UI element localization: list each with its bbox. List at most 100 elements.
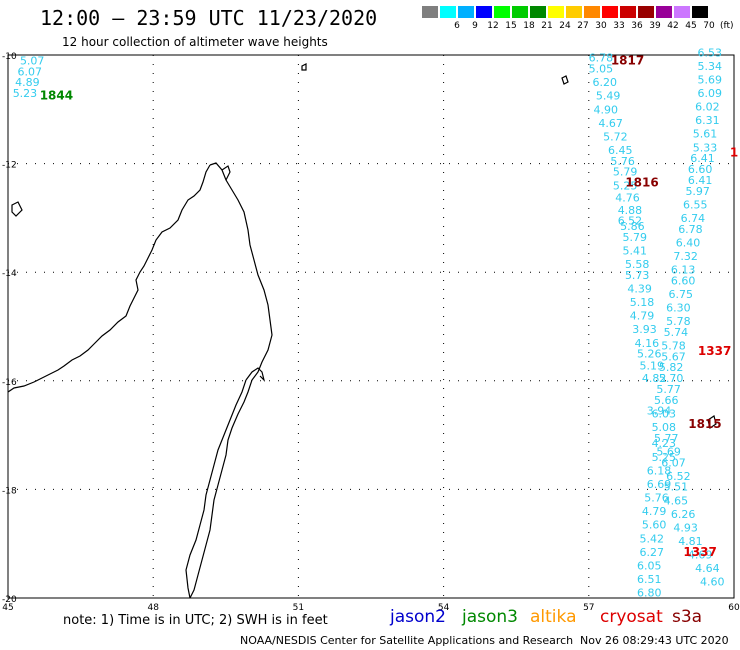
wave-height-value: 4.76 — [615, 191, 640, 204]
wave-height-value: 5.79 — [613, 166, 638, 179]
wave-height-value: 5.74 — [664, 326, 689, 339]
wave-height-value: 6.05 — [637, 559, 662, 572]
wave-height-value: 4.65 — [664, 494, 689, 507]
footer-credit: NOAA/NESDIS Center for Satellite Applica… — [240, 634, 574, 647]
wave-height-value: 5.76 — [610, 155, 635, 168]
wave-height-value: 3.94 — [647, 405, 672, 418]
colorbar-label: 36 — [631, 21, 643, 31]
wave-height-value: 5.70 — [659, 372, 684, 385]
wave-height-value: 6.30 — [666, 301, 691, 314]
colorbar-swatch — [548, 6, 564, 18]
satellite-legend-altika: altika — [530, 607, 577, 627]
wave-height-value: 6.02 — [695, 101, 720, 114]
coastline-west — [7, 164, 211, 393]
wave-height-value: 6.75 — [669, 288, 694, 301]
wave-height-value: 4.67 — [598, 117, 623, 130]
wave-height-value: 5.08 — [652, 421, 677, 434]
coastline-sw — [185, 379, 247, 599]
colorbar-label: 42 — [667, 21, 679, 31]
wave-height-value: 5.67 — [661, 350, 686, 363]
wave-height-value: 5.34 — [698, 60, 723, 73]
longitude-tick-label: 54 — [438, 603, 450, 613]
wave-height-value: 6.78 — [589, 52, 614, 65]
wave-height-value: 5.79 — [623, 231, 648, 244]
longitude-tick-label: 48 — [147, 603, 159, 613]
wave-height-value: 6.52 — [666, 470, 691, 483]
wave-height-value: 5.77 — [656, 383, 681, 396]
latitude-tick-label: -14 — [2, 269, 17, 279]
wave-height-value: 4.82 — [642, 372, 667, 385]
wave-height-value: 5.05 — [589, 63, 614, 76]
pass-time-label: 1815 — [688, 417, 721, 431]
pass-time-label: 1844 — [40, 89, 73, 103]
map-frame — [7, 54, 735, 599]
pass-time-label: 1817 — [611, 53, 644, 67]
satellite-pass-labels: 1844 1817 1816 1815 1337 1337 1 — [40, 53, 738, 558]
wave-height-value: 6.41 — [690, 152, 715, 165]
wave-height-value: 6.51 — [637, 573, 662, 586]
longitude-tick-label: 57 — [583, 603, 594, 613]
wave-height-value: 5.51 — [664, 481, 689, 494]
colorbar-swatch — [440, 6, 456, 18]
latitude-tick-label: -16 — [2, 378, 17, 388]
wave-height-value: 5.69 — [656, 445, 681, 458]
wave-height-value: 6.74 — [681, 212, 706, 225]
wave-height-value: 3.93 — [632, 323, 657, 336]
colorbar-label: 21 — [541, 21, 553, 31]
colorbar-label: 24 — [559, 21, 571, 31]
wave-height-value: 5.69 — [698, 73, 723, 86]
wave-height-value: 5.42 — [639, 532, 664, 545]
map-subtitle: 12 hour collection of altimeter wave hei… — [62, 35, 328, 49]
wave-height-value: 6.41 — [688, 174, 713, 187]
wave-height-value: 6.20 — [593, 76, 618, 89]
colorbar-label: 45 — [685, 21, 697, 31]
wave-height-value: 4.23 — [652, 437, 677, 450]
wave-height-value: 5.76 — [644, 492, 669, 505]
colorbar-swatch — [566, 6, 582, 18]
latitude-tick-label: -12 — [2, 161, 17, 171]
colorbar-swatch — [422, 6, 438, 18]
wave-height-value: 5.25 — [652, 451, 677, 464]
wave-height-value: 5.60 — [642, 519, 667, 532]
map-title: 12:00 – 23:59 UTC 11/23/2020 — [40, 6, 378, 30]
wave-height-value: 5.78 — [666, 315, 691, 328]
wave-height-value: 5.66 — [654, 394, 679, 407]
colorbar-label: 27 — [577, 21, 589, 31]
wave-height-value: 6.18 — [647, 464, 672, 477]
wave-height-value: 5.49 — [596, 90, 621, 103]
wave-height-value: 6.69 — [647, 478, 672, 491]
colorbar-swatch — [638, 6, 654, 18]
colorbar-swatch — [620, 6, 636, 18]
longitude-tick-label: 51 — [293, 603, 304, 613]
colorbar-swatch — [692, 6, 708, 18]
wave-height-value: 5.19 — [639, 360, 664, 373]
wave-height-value: 5.33 — [693, 141, 718, 154]
island-reunion — [707, 415, 717, 429]
longitude-tick-label: 60 — [728, 603, 740, 613]
wave-height-value: 4.88 — [618, 204, 643, 217]
wave-height-value: 5.86 — [620, 220, 645, 233]
wave-height-value: 4.90 — [593, 103, 618, 116]
colorbar-swatch — [512, 6, 528, 18]
wave-height-value: 6.45 — [608, 144, 633, 157]
wave-height-value: 4.69 — [688, 549, 713, 562]
wave-height-value: 4.60 — [700, 576, 725, 589]
madagascar-coastline — [7, 63, 717, 599]
satellite-legend-cryosat: cryosat — [600, 607, 663, 627]
wave-height-value: 6.07 — [661, 456, 686, 469]
footer-timestamp: Nov 26 08:29:43 UTC 2020 — [580, 634, 729, 647]
wave-height-value: 4.79 — [630, 310, 655, 323]
wave-height-value: 4.81 — [678, 535, 703, 548]
wave-height-value: 6.09 — [698, 87, 723, 100]
colorbar-label: 30 — [595, 21, 607, 31]
pass-time-label: 1337 — [683, 545, 716, 559]
satellite-legend-s3a: s3a — [672, 607, 703, 627]
wave-height-value: 5.61 — [693, 128, 718, 141]
colorbar-swatch — [656, 6, 672, 18]
wave-height-readings: 5.076.074.895.236.785.056.205.494.904.67… — [13, 46, 725, 599]
pass-time-label: 1816 — [625, 176, 658, 190]
wave-height-value: 6.78 — [678, 223, 703, 236]
colorbar-label: 18 — [523, 21, 535, 31]
map-gridlines — [8, 55, 734, 598]
